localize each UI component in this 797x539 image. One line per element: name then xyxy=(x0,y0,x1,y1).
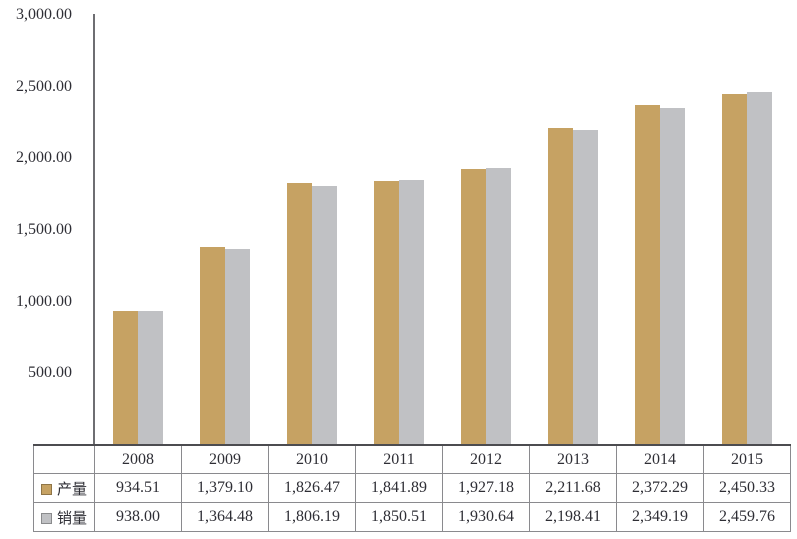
y-axis-line xyxy=(93,14,95,445)
production-value-2015: 2,450.33 xyxy=(703,473,791,503)
sales-value-2008: 938.00 xyxy=(94,502,182,532)
sales-value-2009: 1,364.48 xyxy=(181,502,269,532)
sales-bar-2008 xyxy=(137,311,163,445)
sales-bar-2010 xyxy=(311,186,337,445)
legend-sales: 销量 xyxy=(33,502,95,532)
production-legend-swatch xyxy=(40,483,52,495)
y-axis-tick-label: 2,500.00 xyxy=(16,77,72,95)
sales-bar-2013 xyxy=(572,130,598,445)
data-table: 2008 2009 2010 2011 2012 2013 2014 2015 产量 934.51… xyxy=(33,444,791,532)
sales-value-2013: 2,198.41 xyxy=(529,502,617,532)
y-axis-tick-label: 1,500.00 xyxy=(16,221,72,238)
y-axis-tick-label: 1,000.00 xyxy=(16,292,72,310)
y-axis-tick-label: 500.00 xyxy=(28,364,72,382)
year-header-2008: 2008 xyxy=(94,444,182,474)
sales-value-2011: 1,850.51 xyxy=(355,502,443,532)
sales-value-2015: 2,459.76 xyxy=(703,502,791,532)
sales-legend-label: 销量 xyxy=(56,510,87,527)
sales-value-2014: 2,349.19 xyxy=(616,502,704,532)
production-value-2010: 1,826.47 xyxy=(268,473,356,503)
year-header-2015: 2015 xyxy=(703,444,791,474)
legend-production: 产量 xyxy=(33,473,95,503)
year-header-2013: 2013 xyxy=(529,444,617,474)
production-bar-2011 xyxy=(373,181,399,445)
year-header-2014: 2014 xyxy=(616,444,704,474)
production-legend-label: 产量 xyxy=(56,481,87,498)
year-header-2010: 2010 xyxy=(268,444,356,474)
sales-bar-2011 xyxy=(398,180,424,445)
sales-bar-2014 xyxy=(659,108,685,445)
table-corner-cell xyxy=(33,444,95,474)
y-axis-tick-label: 3,000.00 xyxy=(16,6,72,23)
sales-value-2012: 1,930.64 xyxy=(442,502,530,532)
year-header-2009: 2009 xyxy=(181,444,269,474)
production-bar-2015 xyxy=(721,94,747,445)
sales-value-2010: 1,806.19 xyxy=(268,502,356,532)
production-bar-2013 xyxy=(547,128,573,445)
production-value-2008: 934.51 xyxy=(94,473,182,503)
year-header-2012: 2012 xyxy=(442,444,530,474)
sales-legend-swatch xyxy=(40,512,52,524)
production-value-2012: 1,927.18 xyxy=(442,473,530,503)
production-bar-2014 xyxy=(634,105,660,445)
production-bar-2012 xyxy=(460,169,486,445)
production-value-2009: 1,379.10 xyxy=(181,473,269,503)
year-header-2011: 2011 xyxy=(355,444,443,474)
production-bar-2009 xyxy=(199,247,225,445)
production-bar-2010 xyxy=(286,183,312,445)
sales-bar-2009 xyxy=(224,249,250,445)
production-value-2014: 2,372.29 xyxy=(616,473,704,503)
y-axis-tick-label: 2,000.00 xyxy=(16,149,72,167)
sales-bar-2012 xyxy=(485,168,511,445)
production-value-2013: 2,211.68 xyxy=(529,473,617,503)
sales-bar-2015 xyxy=(746,92,772,445)
production-bar-2008 xyxy=(112,311,138,445)
production-value-2011: 1,841.89 xyxy=(355,473,443,503)
